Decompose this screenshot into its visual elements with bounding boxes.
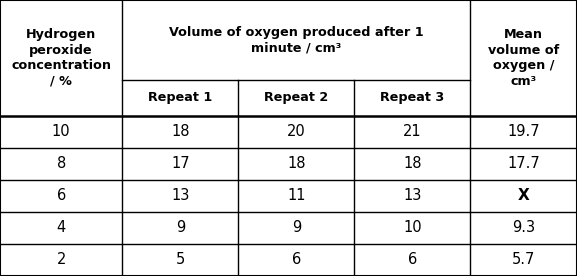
Text: 19.7: 19.7 (507, 124, 540, 139)
Text: 9.3: 9.3 (512, 221, 535, 235)
Text: 10: 10 (403, 221, 422, 235)
Text: Volume of oxygen produced after 1
minute / cm³: Volume of oxygen produced after 1 minute… (169, 25, 424, 55)
Text: 13: 13 (403, 189, 422, 203)
Text: Hydrogen
peroxide
concentration
/ %: Hydrogen peroxide concentration / % (11, 28, 111, 88)
Text: 2: 2 (57, 253, 66, 267)
Text: 17.7: 17.7 (507, 156, 540, 171)
Text: 8: 8 (57, 156, 66, 171)
Text: 18: 18 (403, 156, 422, 171)
Text: 5.7: 5.7 (512, 253, 535, 267)
Text: 21: 21 (403, 124, 422, 139)
Text: Mean
volume of
oxygen /
cm³: Mean volume of oxygen / cm³ (488, 28, 559, 88)
Text: 13: 13 (171, 189, 189, 203)
Text: 20: 20 (287, 124, 306, 139)
Text: 6: 6 (57, 189, 66, 203)
Text: Repeat 1: Repeat 1 (148, 91, 212, 105)
Text: 18: 18 (287, 156, 306, 171)
Text: 6: 6 (292, 253, 301, 267)
Text: X: X (518, 189, 530, 203)
Text: 4: 4 (57, 221, 66, 235)
Text: Repeat 2: Repeat 2 (264, 91, 328, 105)
Text: Repeat 3: Repeat 3 (380, 91, 444, 105)
Text: 9: 9 (175, 221, 185, 235)
Text: 5: 5 (175, 253, 185, 267)
Text: 6: 6 (408, 253, 417, 267)
Text: 18: 18 (171, 124, 190, 139)
Text: 17: 17 (171, 156, 190, 171)
Text: 9: 9 (292, 221, 301, 235)
Text: 10: 10 (52, 124, 70, 139)
Text: 11: 11 (287, 189, 306, 203)
